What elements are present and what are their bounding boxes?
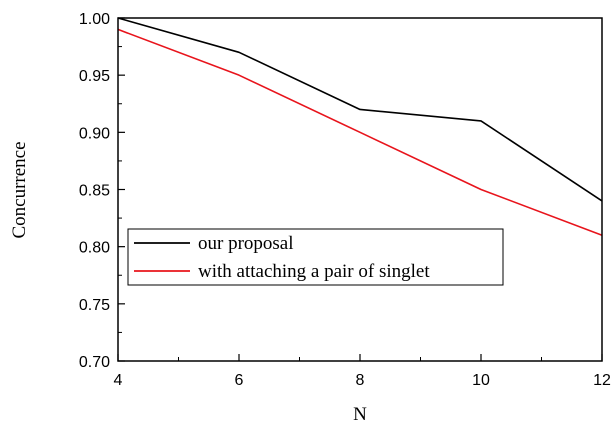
x-tick-label-8: 8 (356, 372, 365, 389)
y-tick-label-2: 0.80 (79, 240, 110, 257)
x-tick-label-6: 6 (235, 372, 244, 389)
x-tick-label-4: 4 (114, 372, 123, 389)
legend-box (127, 228, 504, 286)
x-tick-label-12: 12 (593, 372, 611, 389)
y-tick-label-6: 1.00 (79, 11, 110, 28)
legend-label-1: our proposal (198, 233, 294, 254)
y-tick-label-4: 0.90 (79, 125, 110, 142)
legend: our proposal with attaching a pair of sin… (127, 228, 504, 286)
y-tick-label-5: 0.95 (79, 68, 110, 85)
y-tick-label-1: 0.75 (79, 297, 110, 314)
plot-frame (117, 17, 603, 362)
ticks-layer: 4 6 8 10 12 0.70 0.75 0.80 0.85 0.90 0.95 1.00 (79, 11, 611, 389)
x-axis-title: N (353, 404, 367, 425)
y-tick-label-0: 0.70 (79, 354, 110, 371)
y-axis-title: Concurrence (9, 141, 30, 238)
legend-label-2: with attaching a pair of singlet (198, 261, 430, 282)
series-line-2 (117, 28, 603, 236)
y-tick-label-3: 0.85 (79, 183, 110, 200)
series-line-1 (117, 17, 603, 202)
x-tick-label-10: 10 (472, 372, 490, 389)
series-layer (117, 17, 603, 236)
